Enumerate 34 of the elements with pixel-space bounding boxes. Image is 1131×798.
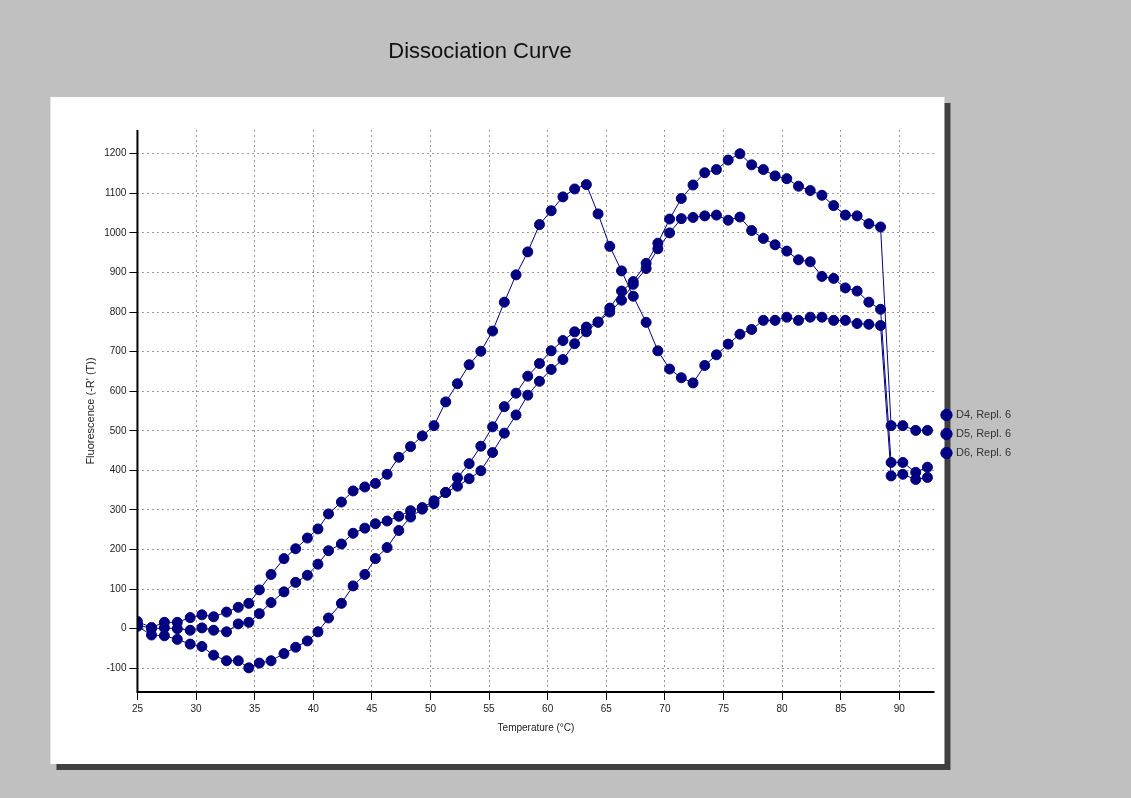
- x-tick-label: 80: [776, 702, 789, 714]
- y-tick-label: 800: [109, 305, 127, 317]
- x-tick-label: 25: [131, 702, 144, 714]
- x-axis-title: Temperature (°C): [497, 721, 575, 733]
- legend-label: D5, Repl. 6: [955, 427, 1011, 440]
- y-tick-label: 1000: [104, 226, 127, 238]
- y-tick-label: 700: [109, 345, 127, 357]
- y-tick-label: 0: [120, 622, 127, 634]
- x-tick-label: 30: [190, 702, 203, 714]
- y-tick-label: 300: [109, 503, 127, 515]
- legend-label: D6, Repl. 6: [955, 446, 1011, 459]
- y-tick-label: 1200: [104, 147, 127, 159]
- y-tick-label: 400: [109, 464, 127, 476]
- y-tick-label: 1100: [104, 187, 127, 199]
- x-tick-label: 90: [893, 702, 906, 714]
- x-tick-label: 35: [249, 702, 261, 714]
- x-tick-label: 55: [483, 702, 496, 714]
- x-tick-label: 65: [600, 702, 613, 714]
- x-tick-label: 75: [717, 702, 730, 714]
- y-tick-label: 900: [109, 266, 127, 278]
- legend-label: D4, Repl. 6: [955, 408, 1011, 421]
- x-tick-label: 40: [307, 702, 320, 714]
- x-tick-label: 50: [424, 702, 437, 714]
- x-tick-label: 60: [542, 702, 554, 714]
- y-tick-label: 200: [109, 543, 127, 555]
- y-tick-label: -100: [106, 662, 127, 673]
- y-tick-label: 500: [109, 424, 127, 436]
- x-tick-label: 85: [835, 702, 847, 714]
- x-tick-label: 70: [659, 702, 671, 714]
- y-tick-label: 100: [109, 582, 127, 594]
- y-axis-title: Fluorescence (-R' (T)): [83, 357, 96, 465]
- x-tick-label: 45: [366, 702, 378, 714]
- y-tick-label: 600: [109, 384, 127, 396]
- chart-title: Dissociation Curve: [387, 38, 573, 64]
